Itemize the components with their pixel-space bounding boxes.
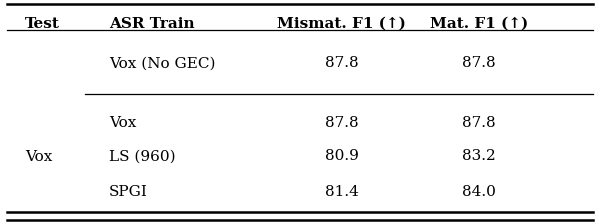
Text: ASR Train: ASR Train <box>109 17 194 30</box>
Text: Vox: Vox <box>109 116 136 130</box>
Text: 80.9: 80.9 <box>325 149 359 163</box>
Text: Mismat. F1 (↑): Mismat. F1 (↑) <box>277 17 406 30</box>
Text: 87.8: 87.8 <box>325 116 359 130</box>
Text: SPGI: SPGI <box>109 185 148 199</box>
Text: 83.2: 83.2 <box>462 149 496 163</box>
Text: Test: Test <box>25 17 60 30</box>
Text: LS (960): LS (960) <box>109 149 176 163</box>
Text: 84.0: 84.0 <box>462 185 496 199</box>
Text: Mat. F1 (↑): Mat. F1 (↑) <box>430 17 528 30</box>
Text: 87.8: 87.8 <box>325 56 359 70</box>
Text: Vox: Vox <box>25 150 53 164</box>
Text: 81.4: 81.4 <box>325 185 359 199</box>
Text: 87.8: 87.8 <box>463 116 496 130</box>
Text: 87.8: 87.8 <box>463 56 496 70</box>
Text: Vox (No GEC): Vox (No GEC) <box>109 56 215 70</box>
